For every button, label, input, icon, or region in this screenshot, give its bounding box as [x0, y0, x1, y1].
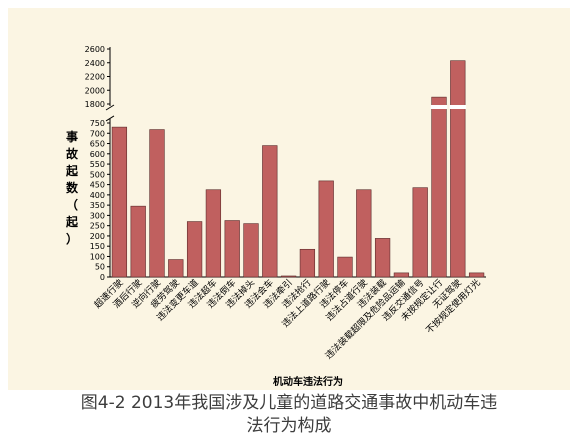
y-axis-label-char: ）: [66, 231, 78, 246]
y-tick-label: 200: [90, 232, 105, 241]
y-tick-label: 150: [90, 242, 105, 251]
y-tick-label: 550: [90, 160, 105, 169]
figure-frame: 0 50 100 150 200 250 300 350 400 450 500 550 600 650 7…: [8, 8, 570, 390]
y-tick-label: 300: [90, 211, 105, 220]
y-axis-label-char: 数: [66, 180, 79, 195]
y-tick-label: 50: [95, 263, 105, 272]
bar: [337, 256, 353, 278]
y-tick-label: 350: [90, 201, 105, 210]
bar: [280, 275, 297, 278]
bar: [299, 248, 316, 278]
y-tick-label: 1800: [85, 100, 105, 109]
y-tick-label: 2400: [85, 59, 105, 68]
y-axis-label-char: 起: [65, 214, 79, 229]
figure-caption: 图4-2 2013年我国涉及儿童的道路交通事故中机动车违 法行为构成: [0, 392, 578, 446]
y-tick-label: 750: [90, 119, 105, 128]
y-tick-label: 650: [90, 140, 105, 149]
bar: [243, 223, 259, 278]
bar: [374, 238, 391, 278]
bar-break-gap: [430, 105, 448, 109]
y-tick-label: 0: [100, 273, 105, 282]
bar: [412, 187, 428, 278]
caption-line-2: 法行为构成: [246, 416, 332, 436]
bar: [168, 259, 184, 278]
y-tick-label: 250: [90, 222, 105, 231]
y-tick-label: 600: [90, 150, 105, 159]
y-tick-label: 500: [90, 170, 105, 179]
x-axis-label: 机动车违法行为: [273, 375, 343, 388]
y-axis-label-char: 事: [66, 129, 78, 144]
y-axis-label-char: 故: [66, 146, 79, 161]
bar: [224, 220, 240, 278]
y-axis-label-char: （: [66, 197, 78, 212]
axis-break-mark: [105, 104, 115, 111]
bar: [450, 60, 466, 278]
bar: [111, 126, 128, 278]
y-tick-label: 100: [90, 252, 105, 261]
bar: [149, 129, 165, 278]
axis-break-mark: [105, 115, 115, 122]
bar: [130, 205, 146, 278]
y-tick-label: 400: [90, 191, 105, 200]
bar-break-gap: [449, 105, 467, 109]
bar: [431, 96, 447, 278]
y-tick-label: 450: [90, 181, 105, 190]
bar: [205, 189, 222, 278]
y-axis-label-char: 起: [65, 163, 79, 178]
y-tick-label: 2600: [85, 45, 105, 54]
y-tick-label: 2000: [85, 86, 105, 95]
bar: [186, 221, 203, 278]
y-tick-label: 2200: [85, 73, 105, 82]
bar: [468, 272, 485, 278]
bar: [356, 189, 372, 278]
bar: [318, 180, 334, 278]
bar: [393, 272, 410, 278]
y-tick-label: 700: [90, 129, 105, 138]
caption-line-1: 图4-2 2013年我国涉及儿童的道路交通事故中机动车违: [80, 393, 498, 413]
bar: [262, 145, 278, 278]
